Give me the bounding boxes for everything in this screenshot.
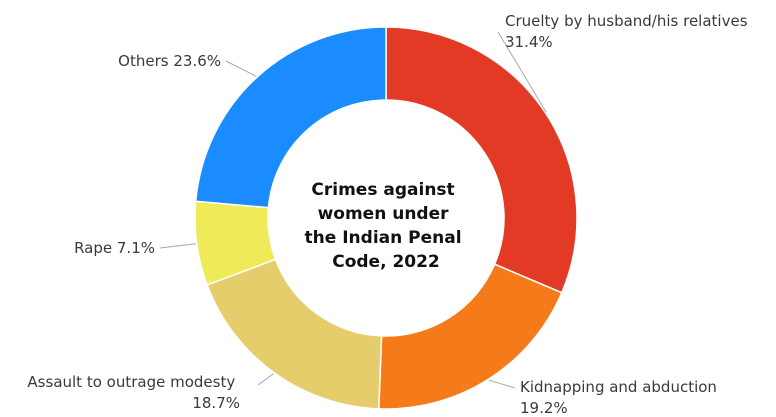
slice-label-rape-name: Rape (74, 239, 112, 257)
slice-label-kidnapping-value: 19.2% (520, 399, 568, 417)
slice-label-kidnapping: Kidnapping and abduction 19.2% (520, 378, 722, 417)
slice-label-others-name: Others (118, 52, 169, 70)
chart-title-line-4: Code, 2022 (332, 252, 440, 272)
slice-label-assault-value: 18.7% (192, 394, 240, 412)
slice-label-rape-value: 7.1% (117, 239, 155, 257)
slice-label-others-value: 23.6% (173, 52, 221, 70)
chart-title-line-3: the Indian Penal (305, 228, 462, 248)
slice-label-assault: Assault to outrage modesty 18.7% (27, 373, 240, 412)
chart-title-line-2: women under (318, 204, 450, 224)
leader-line-rape (159, 243, 196, 249)
slice-cruelty (385, 26, 578, 294)
slice-label-others: Others 23.6% (118, 52, 221, 70)
leader-line-cruelty (497, 31, 547, 113)
slice-label-kidnapping-name: Kidnapping and abduction (520, 378, 717, 396)
slice-label-cruelty-value: 31.4% (505, 33, 553, 51)
chart-title: Crimes against women under the Indian Pe… (305, 180, 468, 272)
leader-line-others (225, 60, 257, 77)
label-leader-lines (159, 31, 547, 389)
slice-kidnapping (378, 263, 563, 410)
slice-label-rape: Rape 7.1% (74, 239, 155, 257)
donut-slices (194, 26, 578, 410)
slice-others (194, 26, 387, 209)
leader-line-kidnapping (488, 379, 516, 389)
slice-label-cruelty: Cruelty by husband/his relatives 31.4% (505, 12, 752, 51)
slice-label-assault-name: Assault to outrage modesty (27, 373, 235, 391)
leader-line-assault (257, 373, 274, 386)
chart-title-line-1: Crimes against (311, 180, 454, 200)
slice-label-cruelty-name: Cruelty by husband/his relatives (505, 12, 748, 30)
